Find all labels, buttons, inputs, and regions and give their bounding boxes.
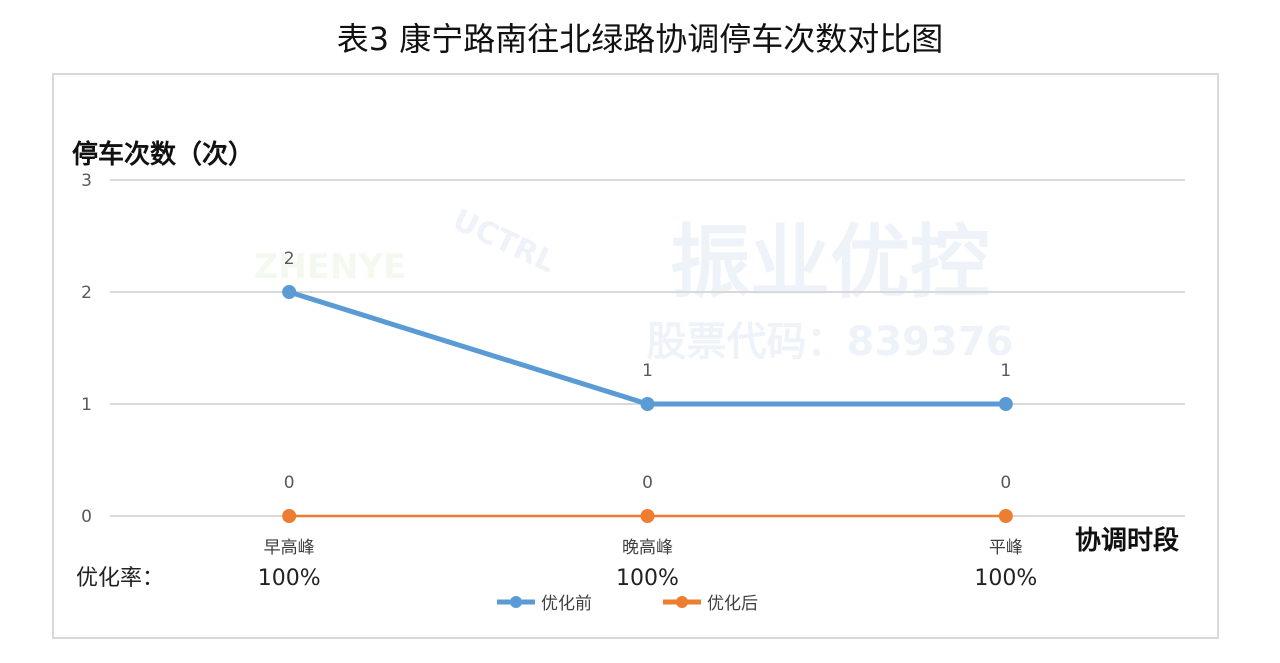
y-tick-label: 1: [81, 395, 92, 415]
legend-marker: [510, 596, 522, 608]
chart-frame: [52, 73, 1219, 639]
data-label: 0: [1000, 473, 1011, 493]
data-point: [282, 285, 297, 299]
data-label: 1: [642, 361, 653, 381]
data-point: [282, 509, 297, 523]
data-label: 2: [284, 249, 295, 269]
legend-label: 优化后: [707, 594, 758, 614]
data-label: 1: [1000, 361, 1011, 381]
x-tick-label: 平峰: [989, 538, 1023, 558]
y-tick-label: 3: [81, 171, 92, 191]
data-point: [998, 397, 1013, 411]
x-tick-label: 早高峰: [264, 538, 315, 558]
rate-value: 100%: [616, 566, 679, 591]
watermark-brand: 振业优控: [670, 216, 990, 309]
x-axis-title: 协调时段: [1075, 525, 1179, 556]
data-label: 0: [284, 473, 295, 493]
rate-value: 100%: [258, 566, 321, 591]
chart-title: 表3 康宁路南往北绿路协调停车次数对比图: [336, 20, 944, 58]
legend-label: 优化前: [541, 594, 592, 614]
watermark: 振业优控 股票代码：839376 ZHENYE UCTRL: [254, 202, 1014, 365]
legend-marker: [676, 596, 688, 608]
y-tick-label: 0: [81, 507, 92, 527]
data-point: [998, 509, 1013, 523]
watermark-logo-arc: UCTRL: [447, 202, 561, 280]
y-tick-label: 2: [81, 283, 92, 303]
watermark-stock: 股票代码：839376: [647, 319, 1014, 365]
watermark-logo-text: ZHENYE: [254, 247, 407, 287]
data-label: 0: [642, 473, 653, 493]
rate-label: 优化率：: [76, 566, 164, 591]
data-point: [640, 397, 655, 411]
rate-value: 100%: [974, 566, 1037, 591]
x-tick-label: 晚高峰: [622, 538, 673, 558]
data-point: [640, 509, 655, 523]
y-axis-title: 停车次数（次）: [72, 139, 254, 170]
